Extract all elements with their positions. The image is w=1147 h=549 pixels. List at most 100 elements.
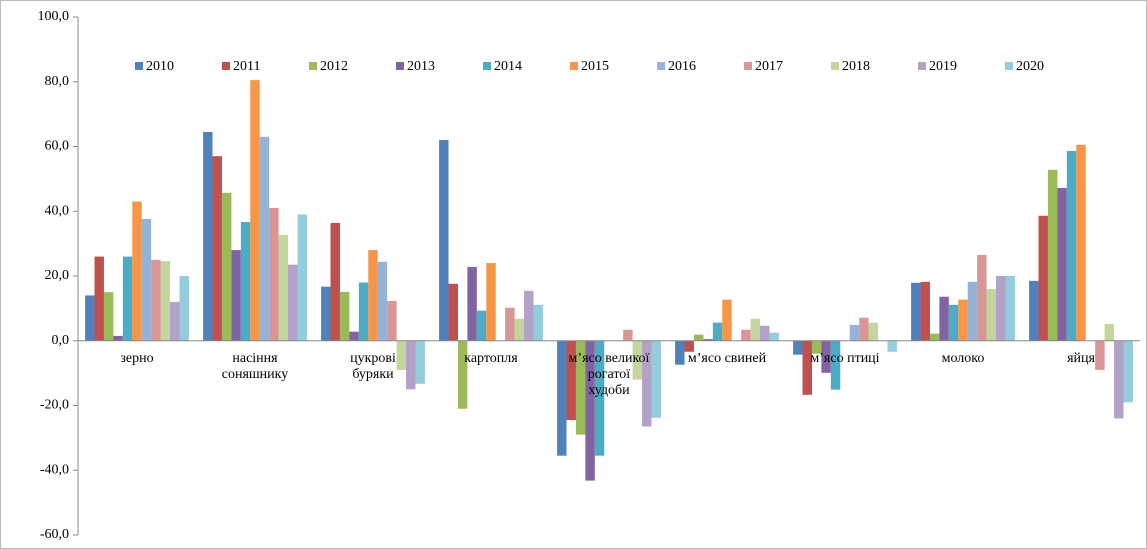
bar — [811, 340, 822, 354]
legend-label: 2019 — [929, 59, 957, 74]
legend-swatch — [657, 62, 665, 70]
x-tick-label: цукрові буряки — [350, 351, 396, 382]
bar — [377, 261, 388, 341]
bar — [642, 340, 652, 427]
bar — [939, 296, 949, 341]
legend-label: 2013 — [407, 59, 435, 74]
y-tick-label: 100,0 — [38, 9, 70, 24]
bar — [920, 281, 930, 341]
legend-swatch — [309, 62, 317, 70]
bar — [221, 192, 232, 341]
bar — [330, 222, 340, 341]
bar — [505, 307, 515, 341]
bar — [368, 250, 378, 341]
bar — [339, 291, 350, 341]
legend-label: 2012 — [320, 59, 348, 74]
y-tick-label: 20,0 — [45, 268, 70, 283]
bar — [240, 221, 251, 341]
bar — [769, 332, 779, 341]
bar — [160, 261, 171, 341]
bar — [1057, 187, 1067, 341]
x-tick-label: м’ясо птиці — [810, 351, 879, 366]
bar — [1076, 144, 1086, 341]
bar — [948, 304, 959, 341]
legend-label: 2016 — [668, 59, 696, 74]
bar — [94, 256, 104, 341]
bar — [203, 131, 213, 341]
bar — [830, 340, 841, 390]
bar — [259, 136, 270, 341]
bar — [821, 340, 831, 373]
y-tick-label: 60,0 — [45, 139, 70, 154]
bar — [977, 254, 987, 341]
x-tick-label: насіння соняшнику — [222, 351, 289, 382]
bar — [103, 292, 114, 341]
bar — [1114, 340, 1124, 419]
bar — [1005, 276, 1015, 341]
bar — [675, 340, 685, 365]
legend-swatch — [483, 62, 491, 70]
legend-swatch — [1005, 62, 1013, 70]
x-tick-label: м’ясо великої рогатої худоби — [569, 351, 650, 398]
x-tick-label: картопля — [464, 351, 518, 366]
y-tick-label: 80,0 — [45, 74, 70, 89]
legend-swatch — [570, 62, 578, 70]
bar — [793, 340, 803, 355]
y-tick-label: -40,0 — [40, 462, 69, 477]
bar — [1095, 340, 1105, 370]
bar — [141, 219, 152, 341]
y-tick-label: -60,0 — [40, 527, 69, 542]
bar — [623, 329, 633, 341]
x-tick-label: молоко — [942, 351, 985, 366]
bar — [486, 263, 496, 341]
x-tick-label: зерно — [120, 351, 153, 366]
bar — [750, 318, 761, 341]
bar — [514, 318, 525, 341]
legend-label: 2017 — [755, 59, 783, 74]
bar — [585, 340, 595, 481]
bar — [297, 214, 307, 341]
bar — [269, 208, 279, 341]
legend-label: 2014 — [494, 59, 522, 74]
bar — [887, 340, 897, 352]
bar — [760, 325, 770, 341]
bar — [170, 301, 180, 341]
bar — [1123, 340, 1133, 403]
bar — [802, 340, 812, 395]
bar — [996, 276, 1006, 341]
legend-label: 2015 — [581, 59, 609, 74]
bar — [132, 201, 142, 341]
y-tick-label: 40,0 — [45, 203, 70, 218]
legend-swatch — [396, 62, 404, 70]
bar — [986, 288, 997, 341]
x-tick-label: м’ясо свиней — [688, 351, 767, 366]
bar — [358, 282, 369, 341]
bar — [288, 264, 298, 341]
bar — [349, 331, 359, 341]
bar — [929, 333, 940, 341]
legend-label: 2018 — [842, 59, 870, 74]
bar — [693, 334, 704, 341]
bar — [868, 322, 879, 341]
legend-label: 2011 — [233, 59, 260, 74]
bar — [212, 156, 222, 341]
bar — [476, 310, 487, 341]
bar — [722, 299, 732, 341]
bar — [651, 340, 661, 418]
bar — [457, 340, 468, 409]
bar — [231, 250, 241, 341]
bar — [524, 290, 534, 341]
legend-label: 2010 — [146, 59, 174, 74]
bar — [439, 140, 449, 341]
bar — [911, 282, 921, 341]
bar — [415, 340, 425, 384]
bar — [396, 340, 407, 370]
y-tick-label: 0,0 — [52, 333, 70, 348]
bar — [1104, 323, 1115, 341]
bar — [632, 340, 643, 380]
bar — [1038, 215, 1048, 341]
legend-label: 2020 — [1016, 59, 1044, 74]
bar — [85, 295, 95, 341]
bar — [712, 322, 723, 341]
